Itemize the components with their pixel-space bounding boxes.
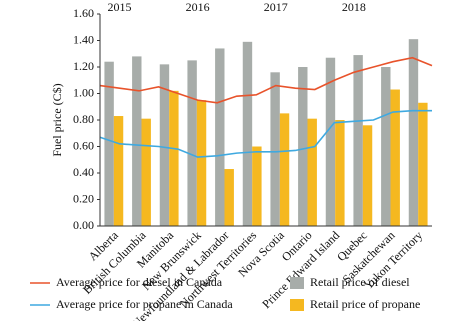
y-tick-label: 0.40 (73, 165, 94, 179)
bar (159, 64, 170, 226)
bar (141, 118, 151, 226)
legend-label: Retail price of propane (310, 297, 420, 311)
bar (252, 146, 262, 226)
bar (325, 57, 336, 226)
legend-label: Average price for diesel in Canada (56, 275, 223, 289)
legend-swatch (290, 277, 304, 289)
bar (196, 100, 207, 226)
y-tick-label: 0.80 (73, 112, 94, 126)
bar (132, 56, 142, 227)
y-tick-label: 1.60 (73, 6, 94, 20)
line (99, 109, 432, 158)
bar (169, 90, 179, 226)
year-label: 2015 (108, 0, 132, 14)
bar (270, 72, 280, 226)
bar (242, 41, 253, 227)
bar (381, 67, 391, 226)
bar (390, 89, 400, 227)
bar (408, 39, 419, 226)
y-tick-label: 1.40 (73, 32, 94, 46)
y-tick-label: 0.20 (73, 191, 94, 205)
y-tick-label: 0.60 (73, 138, 94, 152)
legend-swatch (290, 299, 304, 311)
line (99, 56, 433, 104)
y-axis-label: Fuel price (C$) (50, 83, 64, 156)
y-tick-label: 0.00 (73, 218, 94, 232)
bar (279, 113, 290, 226)
y-tick-label: 1.00 (73, 85, 94, 99)
bar (335, 120, 345, 226)
bar (224, 169, 234, 226)
year-label: 2016 (186, 0, 210, 14)
year-label: 2018 (342, 0, 366, 14)
bar (215, 48, 225, 227)
legend-label: Retail price of diesel (310, 275, 410, 289)
bar (353, 55, 363, 227)
bar (362, 125, 373, 226)
bar (113, 116, 124, 226)
bar (418, 102, 428, 226)
bar (307, 118, 317, 226)
year-label: 2017 (264, 0, 288, 14)
bar (298, 67, 308, 226)
y-tick-label: 1.20 (73, 59, 94, 73)
legend-label: Average price for propane in Canada (56, 297, 233, 311)
bar (187, 60, 197, 226)
bar (104, 61, 114, 227)
